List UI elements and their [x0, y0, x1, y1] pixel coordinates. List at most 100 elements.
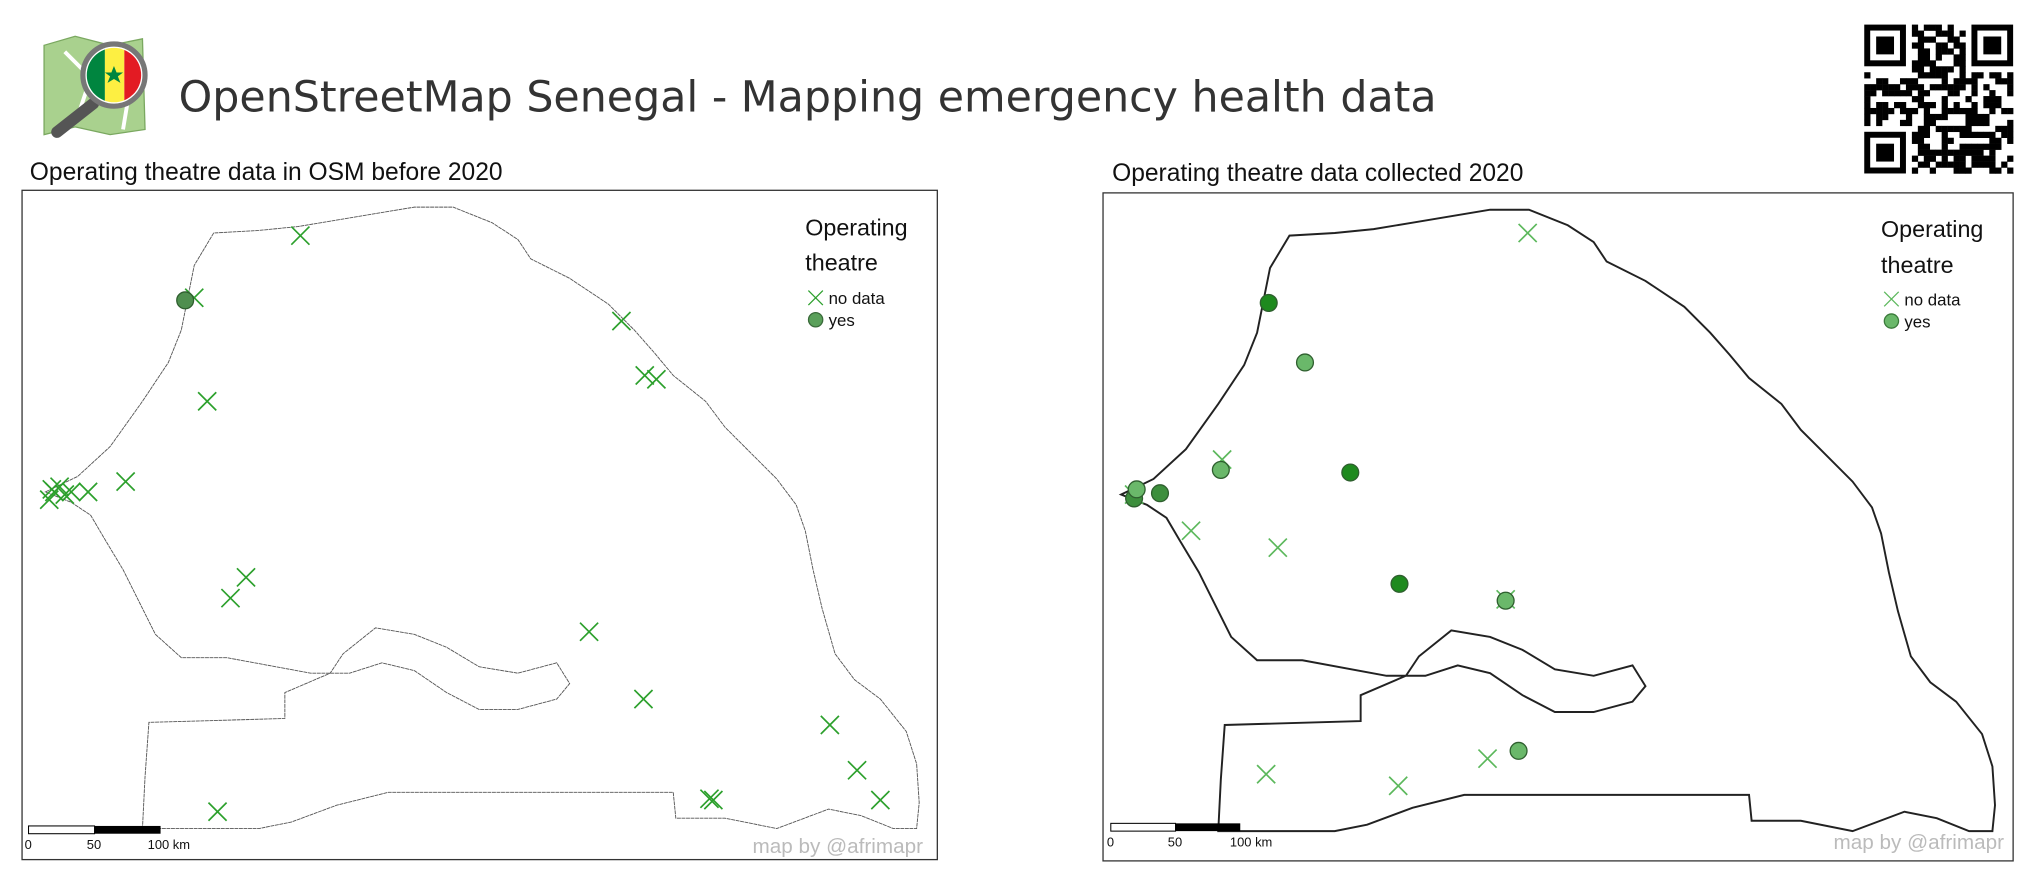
qr-module: [1929, 66, 1936, 73]
qr-module: [1941, 113, 1948, 121]
qr-module: [1983, 155, 1990, 162]
cross-marker: [207, 801, 228, 822]
qr-module: [1941, 161, 1948, 168]
legend-title: theatre: [805, 250, 878, 276]
qr-module: [1989, 143, 1996, 150]
qr-module: [1941, 78, 1948, 85]
qr-module: [2001, 107, 2008, 115]
qr-module: [1971, 107, 1978, 115]
qr-module: [1983, 119, 1990, 127]
qr-module: [1923, 54, 1931, 61]
legend-symbol: [807, 311, 824, 328]
osm-logo: [43, 35, 148, 138]
qr-module: [1911, 24, 1919, 31]
qr-module: [1977, 155, 1984, 162]
qr-module: [1882, 90, 1889, 97]
qr-module: [2001, 125, 2008, 133]
qr-module: [1876, 119, 1883, 127]
qr-module: [1929, 102, 1936, 109]
qr-module: [1983, 84, 1990, 91]
qr-module: [1923, 72, 1931, 79]
qr-module: [1888, 90, 1895, 97]
qr-module: [1935, 54, 1942, 61]
legend-symbol: [807, 289, 824, 306]
qr-module: [1911, 167, 1919, 174]
qr-module: [1941, 42, 1948, 49]
qr-module: [1995, 72, 2002, 79]
qr-module: [1941, 84, 1948, 91]
qr-module: [1905, 78, 1913, 85]
qr-module: [1959, 42, 1966, 49]
qr-module: [1947, 66, 1954, 73]
qr-module: [1911, 96, 1919, 103]
legend-symbol: [1883, 291, 1900, 307]
qr-module: [1947, 161, 1954, 168]
scale-bar: [28, 825, 96, 835]
qr-module: [1953, 107, 1960, 115]
markers: [1124, 223, 1538, 796]
cross-marker: [633, 689, 654, 709]
qr-module: [1959, 84, 1966, 91]
qr-module: [1917, 90, 1925, 97]
qr-module: [1959, 155, 1966, 162]
qr-module: [1923, 36, 1931, 43]
qr-module: [1917, 125, 1925, 133]
qr-module: [1905, 107, 1913, 115]
qr-module: [1995, 167, 2002, 174]
qr-module: [1941, 155, 1948, 162]
qr-module: [1923, 143, 1931, 150]
qr-module: [1923, 125, 1931, 133]
scale-label: 0: [1107, 835, 1114, 850]
qr-module: [1882, 113, 1889, 121]
qr-module: [1977, 131, 1984, 139]
page-title: OpenStreetMap Senegal - Mapping emergenc…: [179, 72, 1437, 122]
qr-module: [1923, 102, 1931, 109]
qr-module: [2007, 155, 2014, 162]
qr-module: [1882, 107, 1889, 115]
qr-module: [1929, 24, 1936, 31]
qr-module: [1953, 161, 1960, 168]
legend-symbol: [1883, 313, 1900, 329]
qr-module: [1959, 167, 1966, 174]
qr-module: [2007, 137, 2014, 144]
qr-finder: [1876, 36, 1895, 55]
qr-module: [2007, 72, 2014, 79]
qr-module: [1929, 119, 1936, 127]
qr-module: [1923, 149, 1931, 156]
dot-marker: [1150, 484, 1170, 503]
qr-module: [1929, 167, 1936, 174]
credit: map by @afrimapr: [1833, 831, 2004, 854]
cross-marker: [1388, 775, 1409, 796]
qr-module: [1876, 107, 1883, 115]
qr-module: [1911, 155, 1919, 162]
qr-module: [1965, 149, 1972, 156]
qr-module: [1935, 149, 1942, 156]
qr-module: [1989, 72, 1996, 79]
qr-module: [1882, 102, 1889, 109]
qr-module: [1953, 102, 1960, 109]
cross-marker: [1517, 223, 1538, 243]
qr-module: [2007, 167, 2014, 174]
qr-module: [1959, 149, 1966, 156]
qr-module: [1971, 143, 1978, 150]
qr-module: [1923, 107, 1931, 115]
cross-marker: [290, 225, 311, 246]
scale-label: 50: [87, 837, 101, 852]
dot-marker: [1509, 741, 1528, 760]
map-panel: Operating theatre data in OSM before 202…: [21, 159, 938, 861]
qr-module: [1899, 119, 1907, 127]
qr-module: [1947, 149, 1954, 156]
cross-marker: [634, 365, 655, 386]
qr-module: [1923, 119, 1931, 127]
qr-module: [1929, 60, 1936, 67]
qr-module: [1864, 107, 1871, 115]
qr-module: [1989, 149, 1996, 156]
dot-marker: [1496, 591, 1515, 610]
qr-module: [1995, 137, 2002, 144]
qr-module: [1935, 72, 1942, 79]
qr-module: [1917, 137, 1925, 144]
qr-module: [1965, 113, 1972, 121]
qr-module: [1864, 84, 1871, 91]
qr-module: [1899, 102, 1907, 109]
